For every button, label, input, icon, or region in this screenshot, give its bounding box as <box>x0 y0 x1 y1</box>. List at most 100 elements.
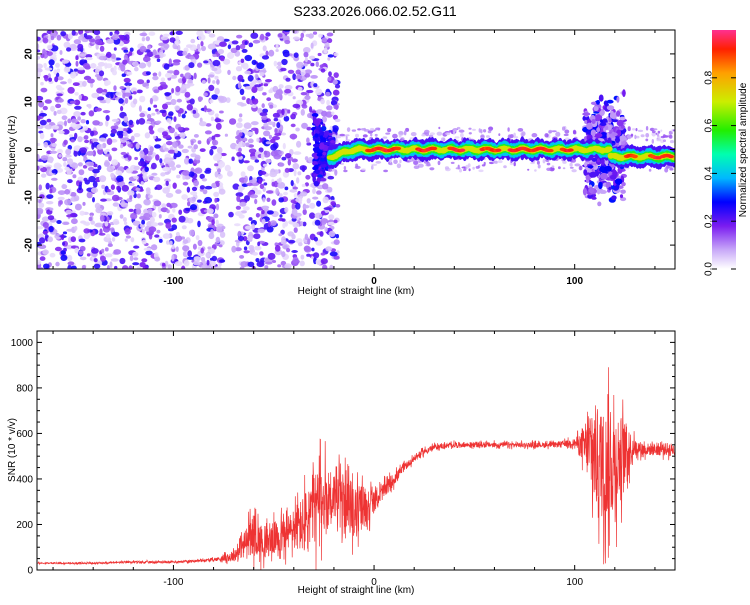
burst-blob <box>611 119 619 123</box>
noise-blob <box>239 113 243 118</box>
noise-blob <box>104 153 112 157</box>
noise-blob <box>129 47 134 52</box>
halo-blob <box>444 166 450 170</box>
noise-blob <box>177 126 183 131</box>
noise-blob <box>330 100 338 106</box>
noise-blob <box>259 251 264 256</box>
noise-blob <box>259 33 265 41</box>
noise-blob <box>135 187 141 192</box>
noise-blob <box>230 47 238 54</box>
noise-blob <box>332 79 338 85</box>
noise-blob <box>189 98 195 105</box>
noise-blob <box>247 235 253 241</box>
halo-blob <box>455 167 461 170</box>
noise-blob <box>128 182 135 187</box>
noise-blob <box>251 59 257 66</box>
transition-blob <box>313 164 319 171</box>
noise-blob <box>198 121 207 127</box>
noise-blob <box>315 258 323 266</box>
noise-blob <box>248 245 255 250</box>
transition-blob <box>320 158 325 162</box>
noise-blob <box>211 255 218 262</box>
noise-blob <box>197 62 203 68</box>
noise-blob <box>180 73 184 78</box>
noise-blob <box>275 188 280 195</box>
noise-blob <box>186 104 193 111</box>
noise-blob <box>303 245 311 252</box>
noise-blob <box>69 134 74 138</box>
noise-blob <box>266 197 271 202</box>
noise-blob <box>49 252 56 258</box>
noise-blob <box>314 212 323 219</box>
noise-blob <box>183 259 190 267</box>
noise-blob <box>94 202 101 210</box>
noise-blob <box>297 86 303 91</box>
noise-blob <box>214 75 219 80</box>
noise-blob <box>275 89 283 96</box>
noise-blob <box>101 184 106 189</box>
noise-blob <box>300 32 305 39</box>
noise-blob <box>262 45 267 52</box>
noise-blob <box>259 183 265 189</box>
noise-blob <box>183 83 191 89</box>
noise-blob <box>60 254 68 261</box>
noise-blob <box>203 60 209 64</box>
noise-blob <box>127 143 133 148</box>
noise-blob <box>152 176 161 183</box>
x-tick-label: 0 <box>371 577 377 588</box>
noise-blob <box>327 76 332 82</box>
noise-blob <box>188 171 195 177</box>
burst-blob <box>582 187 588 196</box>
noise-blob <box>254 245 262 251</box>
burst-blob <box>598 94 604 102</box>
noise-blob <box>277 264 282 268</box>
noise-blob <box>37 43 40 50</box>
noise-blob <box>83 177 88 182</box>
burst-blob <box>597 201 602 207</box>
noise-blob <box>290 180 294 187</box>
noise-blob <box>199 148 206 153</box>
noise-blob <box>256 80 263 84</box>
halo-blob <box>671 128 674 133</box>
noise-blob <box>39 194 45 199</box>
noise-blob <box>190 140 194 146</box>
noise-blob <box>217 173 223 180</box>
halo-blob <box>509 162 514 166</box>
noise-blob <box>66 158 74 165</box>
halo-blob <box>351 129 357 132</box>
noise-blob <box>201 178 208 182</box>
burst-blob <box>584 119 588 124</box>
burst-blob <box>599 189 607 194</box>
noise-blob <box>176 174 181 179</box>
noise-blob <box>208 232 215 240</box>
noise-blob <box>310 42 314 49</box>
y-tick-label: 1000 <box>11 338 34 349</box>
noise-blob <box>92 168 100 174</box>
noise-blob <box>120 151 127 156</box>
noise-blob <box>309 55 316 60</box>
noise-blob <box>208 136 212 142</box>
noise-blob <box>326 32 334 37</box>
noise-blob <box>239 201 247 207</box>
noise-blob <box>265 32 271 37</box>
halo-blob <box>534 169 537 172</box>
noise-blob <box>259 112 268 117</box>
noise-blob <box>37 95 44 101</box>
noise-blob <box>276 65 283 70</box>
burst-blob <box>604 165 612 172</box>
noise-blob <box>61 59 69 64</box>
noise-blob <box>261 55 270 60</box>
noise-blob <box>301 183 306 188</box>
noise-blob <box>232 183 240 190</box>
noise-blob <box>37 142 41 147</box>
noise-blob <box>248 42 254 48</box>
noise-blob <box>184 91 191 98</box>
noise-blob <box>193 256 201 262</box>
noise-blob <box>306 126 312 131</box>
noise-blob <box>105 233 111 239</box>
noise-blob <box>107 189 111 193</box>
noise-blob <box>235 135 241 140</box>
noise-blob <box>142 174 147 179</box>
noise-blob <box>59 50 63 55</box>
